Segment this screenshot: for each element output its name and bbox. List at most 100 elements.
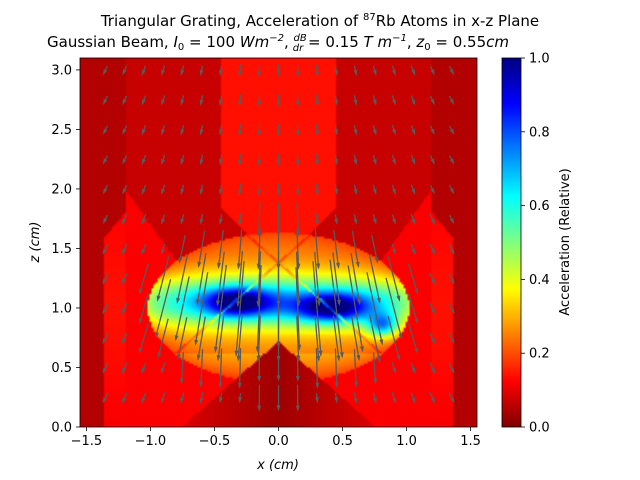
y-tick-label: 2.5 [51, 123, 72, 138]
quiver-arrow [218, 95, 223, 106]
quiver-arrow [351, 316, 361, 362]
quiver-arrow [234, 261, 245, 357]
quiver-arrow [314, 229, 321, 270]
x-tick-label: 1.0 [396, 434, 417, 449]
quiver-arrow [353, 392, 358, 405]
quiver-arrow [218, 124, 223, 136]
quiver-arrow [371, 235, 379, 264]
chart-title-line2: Gaussian Beam, I0 = 100 Wm−2, dB dr = 0.1… [47, 33, 509, 54]
quiver-arrow [218, 392, 223, 404]
quiver-arrow [295, 384, 300, 412]
quiver-arrow [448, 184, 455, 195]
quiver-arrow [391, 125, 396, 136]
quiver-arrow [429, 362, 436, 375]
quiver-arrow [102, 332, 109, 345]
quiver-arrow [122, 95, 128, 106]
quiver-arrow [353, 95, 358, 106]
colorbar-tick-label: 0.6 [529, 199, 550, 214]
quiver-arrow [448, 95, 455, 106]
quiver-arrow [216, 251, 225, 307]
quiver-arrow [180, 184, 185, 196]
quiver-arrow [334, 348, 339, 389]
quiver-arrow [102, 95, 109, 106]
quiver-arrow [102, 392, 109, 404]
quiver-arrow [407, 293, 419, 325]
quiver-arrow [161, 65, 166, 76]
colorbar-label: Acceleration (Relative) [558, 168, 573, 315]
quiver-arrow [295, 355, 300, 382]
quiver-arrow [429, 155, 435, 165]
quiver-arrow [141, 95, 147, 106]
quiver-arrow [218, 184, 223, 196]
quiver-arrow [353, 154, 358, 166]
quiver-arrow [429, 392, 436, 404]
quiver-arrow [296, 202, 301, 237]
quiver-arrow [329, 259, 344, 359]
quiver-arrow [218, 214, 223, 225]
quiver-arrow [257, 384, 262, 412]
quiver-arrow [372, 65, 377, 77]
quiver-arrow [238, 393, 243, 404]
quiver-arrow [353, 65, 358, 77]
quiver-arrow [121, 362, 128, 375]
quiver-arrow [276, 94, 281, 107]
quiver-arrow [177, 317, 188, 361]
quiver-arrow [180, 65, 185, 77]
quiver-arrow [256, 251, 262, 308]
quiver-arrow [141, 243, 147, 255]
quiver-arrow [315, 348, 320, 389]
quiver-arrow [257, 64, 262, 78]
quiver-arrow [256, 315, 261, 362]
quiver-arrow [161, 95, 166, 106]
quiver-arrow [138, 322, 150, 355]
quiver-arrow [141, 125, 147, 136]
quiver-arrow [199, 214, 204, 225]
quiver-arrow [410, 184, 416, 195]
colorbar-tick-label: 0.8 [529, 125, 550, 140]
quiver-arrow [410, 95, 416, 106]
quiver-arrow [410, 213, 416, 226]
quiver-arrow [353, 125, 358, 136]
quiver-arrow [178, 235, 186, 264]
quiver-arrow [385, 277, 403, 341]
quiver-arrow [368, 254, 381, 305]
quiver-arrow [448, 362, 455, 374]
quiver-arrow [429, 95, 435, 106]
quiver-arrow [161, 243, 166, 256]
y-tick-label: 0.0 [51, 421, 72, 436]
quiver-arrow [122, 155, 128, 165]
quiver-arrow [315, 153, 319, 167]
colorbar: 0.0 0.2 0.4 0.6 0.8 1.0 Acceleration (Relativ… [501, 52, 573, 436]
quiver-arrow [213, 264, 227, 354]
quiver-arrow [314, 315, 321, 362]
quiver-arrow [448, 392, 455, 404]
quiver-arrow [448, 65, 455, 76]
quiver-arrow [218, 154, 223, 166]
quiver-arrow [410, 125, 416, 136]
quiver-arrow [410, 362, 416, 375]
x-axis: −1.5 −1.0 −0.5 0.0 0.5 1.0 1.5 [71, 427, 481, 449]
quiver-arrow [121, 273, 128, 285]
quiver-arrow [347, 265, 364, 353]
quiver-arrow [154, 279, 172, 339]
quiver-arrow [391, 154, 396, 166]
quiver-arrow [255, 265, 262, 353]
quiver-arrow [315, 124, 319, 137]
quiver-arrow [314, 251, 321, 307]
quiver-arrow [102, 302, 109, 315]
quiver-arrow [199, 154, 204, 166]
quiver-arrow [315, 213, 319, 226]
quiver-arrow [256, 202, 261, 237]
quiver-arrow [199, 95, 204, 106]
quiver-arrow [238, 213, 242, 226]
quiver-arrow [257, 153, 262, 167]
quiver-arrow [236, 315, 243, 362]
quiver-arrow [141, 362, 147, 375]
quiver-arrow [333, 229, 340, 269]
colorbar-ticks: 0.0 0.2 0.4 0.6 0.8 1.0 [521, 52, 550, 436]
quiver-arrow [257, 124, 262, 137]
quiver-arrow [276, 153, 281, 167]
quiver-arrow [180, 125, 185, 136]
quiver-arrow [312, 261, 323, 357]
